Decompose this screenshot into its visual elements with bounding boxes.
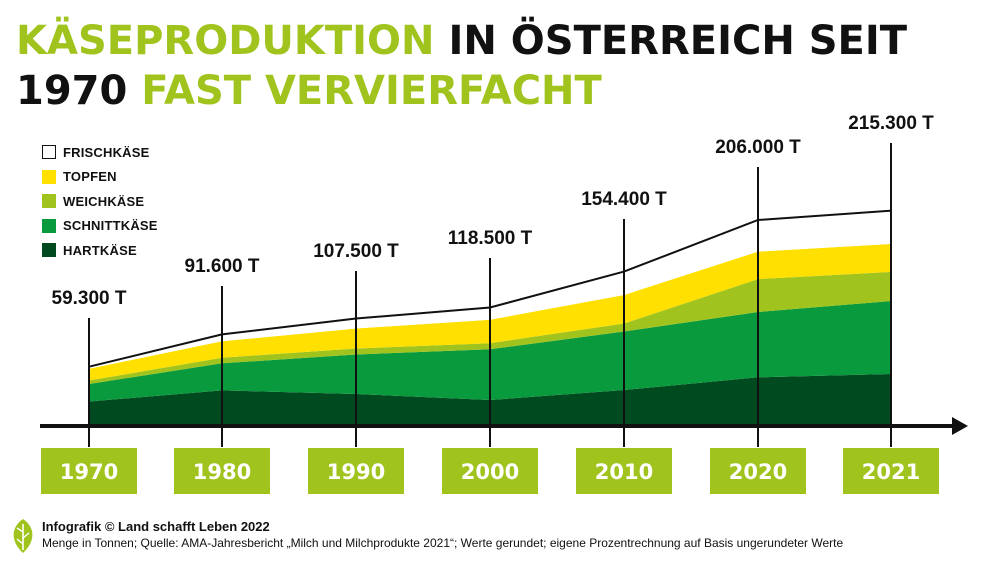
year-box-2020: [710, 448, 806, 494]
total-label-1980: 91.600 T: [185, 256, 260, 277]
area-topfen: [89, 244, 891, 381]
title-text-1: IN ÖSTERREICH SEIT: [434, 18, 908, 64]
legend-swatch-topfen: [42, 169, 56, 184]
legend-item-schnittkaese: SCHNITTKÄSE: [42, 214, 158, 239]
year-box-1980: [174, 448, 270, 494]
x-axis-arrow-icon: [952, 417, 968, 435]
title-line-1: KÄSEPRODUKTION IN ÖSTERREICH SEIT: [16, 16, 907, 66]
legend-label-schnittkaese: SCHNITTKÄSE: [63, 218, 158, 234]
total-label-1990: 107.500 T: [313, 241, 399, 262]
total-label-2000: 118.500 T: [448, 228, 533, 249]
legend: FRISCHKÄSE TOPFEN WEICHKÄSE SCHNITTKÄSE …: [42, 140, 158, 263]
year-box-2021: [843, 448, 939, 494]
year-box-1990: [308, 448, 404, 494]
leaf-logo-icon: [13, 519, 33, 553]
title-line-2: 1970 FAST VERVIERFACHT: [16, 66, 907, 116]
legend-label-weichkaese: WEICHKÄSE: [63, 193, 145, 209]
legend-label-frischkaese: FRISCHKÄSE: [63, 144, 150, 160]
footer-source: Menge in Tonnen; Quelle: AMA-Jahresberic…: [42, 536, 844, 550]
legend-swatch-frischkaese: [42, 145, 56, 160]
year-label-1990: 1990: [327, 460, 385, 484]
year-label-1970: 1970: [60, 460, 118, 484]
year-label-2021: 2021: [862, 460, 920, 484]
area-frischkaese: [89, 210, 891, 369]
area-weichkaese: [89, 272, 891, 384]
chart-title: KÄSEPRODUKTION IN ÖSTERREICH SEIT 1970 F…: [16, 16, 907, 116]
title-highlight-1: KÄSEPRODUKTION: [16, 18, 435, 64]
total-label-2021: 215.300 T: [848, 113, 934, 134]
legend-label-topfen: TOPFEN: [63, 169, 117, 185]
year-label-2000: 2000: [461, 460, 519, 484]
year-box-2000: [442, 448, 538, 494]
year-box-1970: [41, 448, 137, 494]
legend-swatch-schnittkaese: [42, 218, 56, 233]
total-label-2010: 154.400 T: [581, 189, 667, 210]
title-text-2: 1970: [16, 68, 128, 114]
year-label-2010: 2010: [595, 460, 653, 484]
total-label-2020: 206.000 T: [715, 137, 801, 158]
legend-swatch-hartkaese: [42, 243, 56, 258]
legend-item-frischkaese: FRISCHKÄSE: [42, 140, 158, 165]
year-box-2010: [576, 448, 672, 494]
legend-item-weichkaese: WEICHKÄSE: [42, 189, 158, 214]
legend-swatch-weichkaese: [42, 194, 56, 209]
title-highlight-2: FAST VERVIERFACHT: [127, 68, 602, 114]
legend-item-hartkaese: HARTKÄSE: [42, 238, 158, 263]
legend-item-topfen: TOPFEN: [42, 165, 158, 190]
year-label-1980: 1980: [193, 460, 251, 484]
total-label-1970: 59.300 T: [52, 288, 127, 309]
year-label-2020: 2020: [729, 460, 787, 484]
legend-label-hartkaese: HARTKÄSE: [63, 242, 137, 258]
footer-credit: Infografik © Land schafft Leben 2022: [42, 519, 270, 534]
